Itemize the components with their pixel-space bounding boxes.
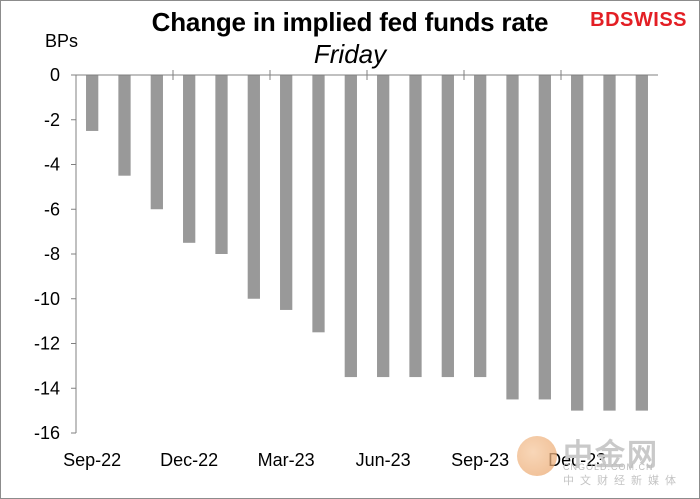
y-tick-label: -12 (34, 334, 60, 354)
bar (183, 75, 196, 243)
bar (474, 75, 487, 378)
bar (312, 75, 325, 333)
x-tick-label: Dec-23 (548, 450, 606, 470)
y-tick-label: -8 (44, 244, 60, 264)
bar (538, 75, 551, 400)
y-tick-label: -4 (44, 155, 60, 175)
watermark-url: CNGOLD.COM.CN (563, 462, 654, 472)
y-tick-label: -6 (44, 199, 60, 219)
bar (635, 75, 648, 411)
watermark-name: 中金网 (563, 439, 659, 472)
y-tick-label: 0 (50, 65, 60, 85)
bar (571, 75, 584, 411)
chart-title: Change in implied fed funds rate (151, 7, 549, 37)
logo-text-swiss: SWISS (620, 9, 687, 31)
y-axis-label: BPs (45, 31, 79, 51)
bar (280, 75, 293, 310)
y-tick-label: -2 (44, 110, 60, 130)
watermark-tagline: 中文财经新媒体 (563, 475, 682, 487)
bar (377, 75, 390, 378)
x-tick-label: Sep-22 (63, 450, 121, 470)
bar (441, 75, 454, 378)
x-tick-label: Dec-22 (160, 450, 218, 470)
chart-subtitle: Friday (313, 39, 387, 69)
y-tick-label: -10 (34, 289, 60, 309)
logo-text-bd: BD (590, 9, 621, 31)
watermark-logo-icon (517, 436, 557, 476)
bar (118, 75, 131, 176)
cngold-watermark: 中金网 CNGOLD.COM.CN 中文财经新媒体 (517, 430, 685, 487)
x-tick-label: Sep-23 (451, 450, 509, 470)
bar (86, 75, 99, 131)
bar (344, 75, 357, 378)
bar (603, 75, 616, 411)
bar (506, 75, 519, 400)
x-tick-label: Mar-23 (258, 450, 315, 470)
bar (150, 75, 163, 210)
bar (409, 75, 422, 378)
x-tick-label: Jun-23 (356, 450, 411, 470)
y-tick-label: -14 (34, 378, 60, 398)
bdswiss-logo: BDSWISS (590, 9, 687, 32)
y-tick-label: -16 (34, 423, 60, 443)
bar (247, 75, 260, 299)
bar (215, 75, 228, 254)
